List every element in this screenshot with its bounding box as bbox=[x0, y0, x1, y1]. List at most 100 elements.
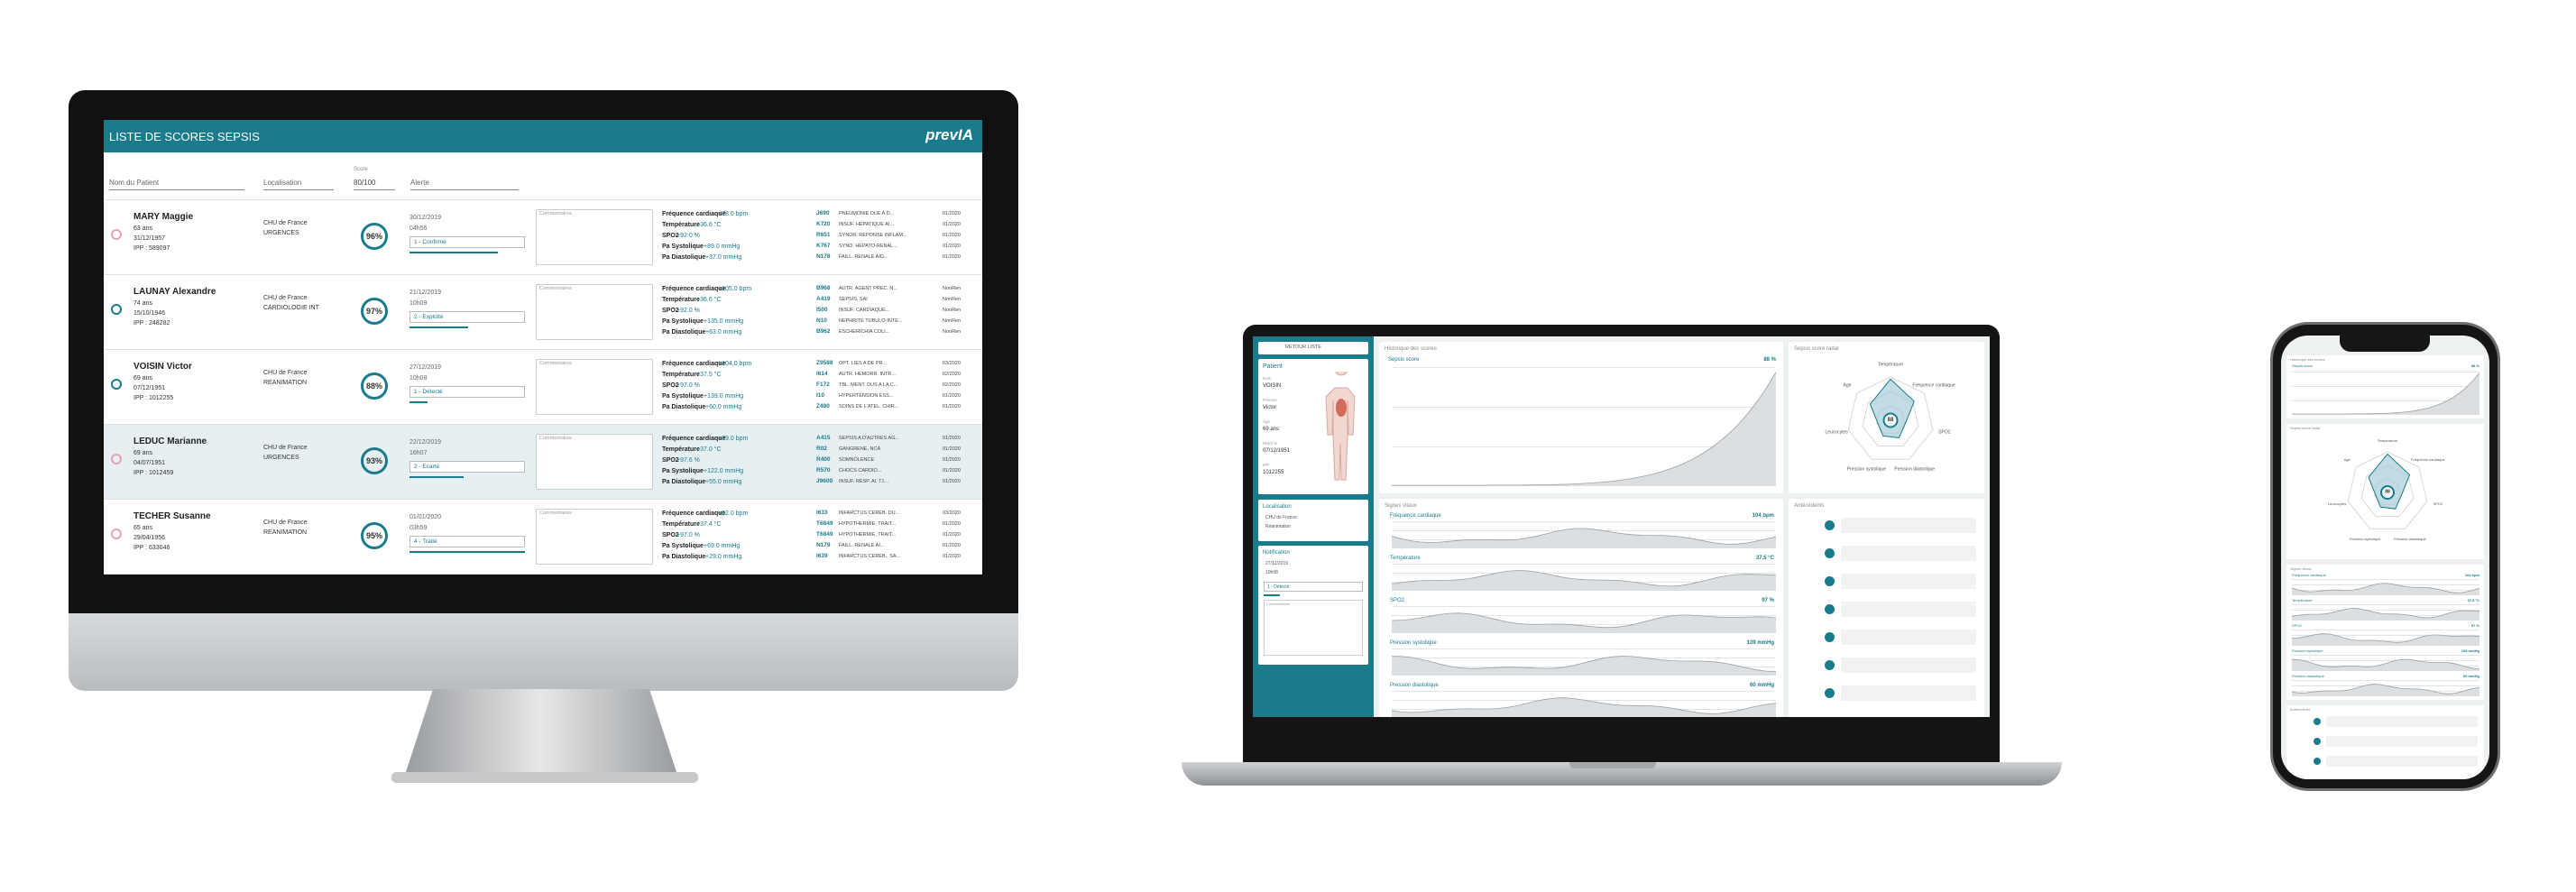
diagnosis-date: 01/2020 bbox=[943, 543, 961, 548]
chart-line bbox=[2292, 633, 2479, 643]
radar-axis-label: Fréquence cardiaque bbox=[1912, 382, 1955, 389]
vital-value: 139 mmHg bbox=[2461, 648, 2479, 653]
diagnosis-date: 01/2020 bbox=[943, 521, 961, 527]
radar-grid bbox=[2360, 464, 2415, 518]
status-select[interactable]: 1 - Confirmé bbox=[409, 236, 525, 248]
vital-value: +105.0 bpm bbox=[718, 286, 752, 292]
comment-label: Commentaires bbox=[539, 436, 572, 441]
diagnosis-text: OPT. LIES A DE PR... bbox=[839, 361, 888, 366]
comment-box[interactable] bbox=[536, 434, 653, 490]
vital-value: 37.5 °C bbox=[2467, 598, 2479, 602]
diagnosis-text: CHOCS CARDIO... bbox=[839, 468, 882, 474]
diagnosis-text: SEPSIS A D'AUTRES AG... bbox=[839, 436, 900, 441]
comment-box[interactable] bbox=[536, 509, 653, 565]
radar-axis-label: Age bbox=[2343, 457, 2351, 463]
radar-axis-label: Pression systolique bbox=[1846, 466, 1886, 473]
vital-label: Pa Systolique bbox=[662, 318, 704, 325]
vital-value: 97 % bbox=[1762, 598, 1774, 603]
chart-fill bbox=[1392, 697, 1776, 717]
radar-axis-label: Pression diastolique bbox=[2393, 536, 2426, 541]
status-select[interactable]: 4 - Traité bbox=[409, 536, 525, 547]
patient-card: Patient Nom VOISIN Prénom Victor Âge 69 ans Né(… bbox=[1258, 359, 1368, 494]
radar-chart bbox=[1847, 376, 1934, 460]
status-select[interactable]: 1 - Détecté bbox=[1264, 582, 1363, 592]
gender-icon bbox=[111, 454, 122, 464]
diagnosis-code: T6849 bbox=[816, 531, 833, 538]
patient-row: MARY Maggie 63 ans 31/12/1957 IPP : 589097 C… bbox=[104, 200, 982, 275]
vital-value: +104.0 bpm bbox=[718, 361, 752, 367]
vitals-card: Signes vitaux Fréquence cardiaque 104 bpm T… bbox=[2286, 565, 2484, 700]
chart-line bbox=[2292, 684, 2479, 694]
comment-box[interactable] bbox=[536, 284, 653, 340]
comment-box[interactable] bbox=[536, 359, 653, 415]
diagnosis-text: HYPOTHERMIE, TRAIT... bbox=[839, 521, 897, 527]
diagnosis-text: AUTR. AGENT PREC. N... bbox=[839, 286, 897, 291]
diagnosis-code: Z480 bbox=[816, 403, 830, 409]
vital-value: +29.0 mmHg bbox=[705, 554, 742, 560]
chart-area bbox=[1392, 367, 1776, 486]
diagnosis-code: N178 bbox=[816, 253, 831, 260]
history-card: Historique des scores Sepsis score 88 % bbox=[1379, 342, 1783, 493]
patient-age: 65 ans bbox=[133, 525, 153, 531]
radar-card: Sepsis score radar Température Fréquence c… bbox=[1789, 342, 1984, 493]
vital-value: +60.0 mmHg bbox=[705, 404, 742, 410]
chart-area bbox=[1392, 564, 1776, 591]
diagnosis-date: 01/2020 bbox=[943, 211, 961, 216]
comment-box[interactable] bbox=[536, 209, 653, 265]
card-title: Signes vitaux bbox=[1385, 503, 1417, 509]
diagnosis-text: SYNDR. REPONSE INFLAM... bbox=[839, 233, 907, 238]
diagnosis-code: I614 bbox=[816, 371, 828, 377]
diagnosis-date: 03/2020 bbox=[943, 510, 961, 516]
status-select[interactable]: 2 - Exploité bbox=[409, 311, 525, 323]
chart-line bbox=[1392, 656, 1776, 672]
vital-label: Pa Systolique bbox=[662, 543, 704, 549]
diagnosis-text: INSUF. CARDIAQUE... bbox=[839, 308, 890, 313]
chart-fill bbox=[2292, 583, 2479, 595]
patient-dob: 04/07/1951 bbox=[133, 460, 166, 466]
diagnosis-date: 02/2020 bbox=[943, 372, 961, 377]
vital-label: Température bbox=[2292, 598, 2313, 602]
vital-label: Pa Diastolique bbox=[662, 554, 706, 560]
vital-value: +78.0 bpm bbox=[718, 211, 749, 217]
diagnosis-text: FAILL. RENALE AI... bbox=[839, 543, 885, 548]
field-label: IPP bbox=[1263, 463, 1270, 467]
service: URGENCES bbox=[263, 230, 299, 236]
patient-name: LAUNAY Alexandre bbox=[133, 287, 216, 297]
radar-chart bbox=[2347, 451, 2428, 529]
field-value: Victor bbox=[1263, 405, 1277, 410]
status-select[interactable]: 1 - Détecté bbox=[409, 386, 525, 398]
card-title: Notification bbox=[1263, 550, 1290, 556]
service: CARDIOLOGIE INT bbox=[263, 305, 319, 311]
diagnosis-date: 01/2020 bbox=[943, 457, 961, 463]
comment-box[interactable]: Commentaires bbox=[1264, 600, 1363, 656]
vital-label: Pression systolique bbox=[2292, 648, 2323, 653]
location-item: Réanimation bbox=[1265, 524, 1292, 529]
vital-label: Pa Systolique bbox=[662, 244, 704, 250]
patient-dob: 07/12/1951 bbox=[133, 385, 166, 391]
body-illustration bbox=[1325, 372, 1356, 481]
radar-axis-label: Pression systolique bbox=[2349, 536, 2381, 541]
laptop-screen: RETOUR LISTE Patient Nom VOISIN Prénom Victor… bbox=[1253, 336, 1990, 717]
chart-line bbox=[2292, 583, 2479, 593]
vital-value: 104 bpm bbox=[1752, 513, 1774, 519]
back-button[interactable]: RETOUR LISTE bbox=[1258, 342, 1368, 354]
chart-area bbox=[1392, 648, 1776, 676]
status-select[interactable]: 2 - Ecarté bbox=[409, 461, 525, 473]
diagnosis-date: 01/2020 bbox=[943, 468, 961, 474]
field-value: VOISIN bbox=[1263, 383, 1282, 389]
diagnosis-text: SEPSIS, SAI bbox=[839, 297, 868, 302]
diagnosis-text: FAILL. RENALE AIG... bbox=[839, 254, 888, 260]
timeline-dot bbox=[1825, 520, 1835, 530]
diagnosis-code: B968 bbox=[816, 285, 831, 291]
vital-label: Pression diastolique bbox=[2292, 674, 2324, 678]
radar-center bbox=[2380, 485, 2395, 500]
patient-ipp: IPP : 589097 bbox=[133, 245, 170, 252]
diagnosis-date: 03/2020 bbox=[943, 361, 961, 366]
card-title: Patient bbox=[1263, 363, 1283, 370]
vital-label: Fréquence cardiaque bbox=[662, 436, 726, 442]
radar-axis-label: Température bbox=[1877, 362, 1904, 368]
service: REANIMATION bbox=[263, 529, 308, 536]
diagnosis-text: SYND. HEPATO-RENAL... bbox=[839, 244, 897, 249]
diagnosis-text: ESCHERICHIA COLI... bbox=[839, 329, 890, 335]
